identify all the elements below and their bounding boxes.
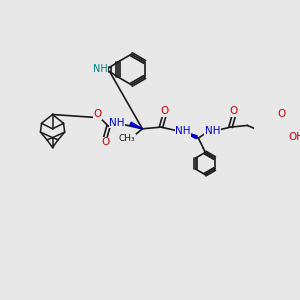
Text: OH: OH bbox=[289, 132, 300, 142]
Text: O: O bbox=[102, 137, 110, 147]
Polygon shape bbox=[183, 131, 197, 139]
Text: O: O bbox=[160, 106, 169, 116]
Text: O: O bbox=[93, 110, 102, 119]
Text: O: O bbox=[277, 110, 286, 119]
Polygon shape bbox=[130, 122, 142, 129]
Text: O: O bbox=[230, 106, 238, 116]
Text: NH: NH bbox=[175, 126, 191, 136]
Text: NH: NH bbox=[109, 118, 125, 128]
Text: NH: NH bbox=[93, 64, 108, 74]
Text: NH: NH bbox=[205, 126, 220, 136]
Text: CH₃: CH₃ bbox=[119, 134, 135, 143]
